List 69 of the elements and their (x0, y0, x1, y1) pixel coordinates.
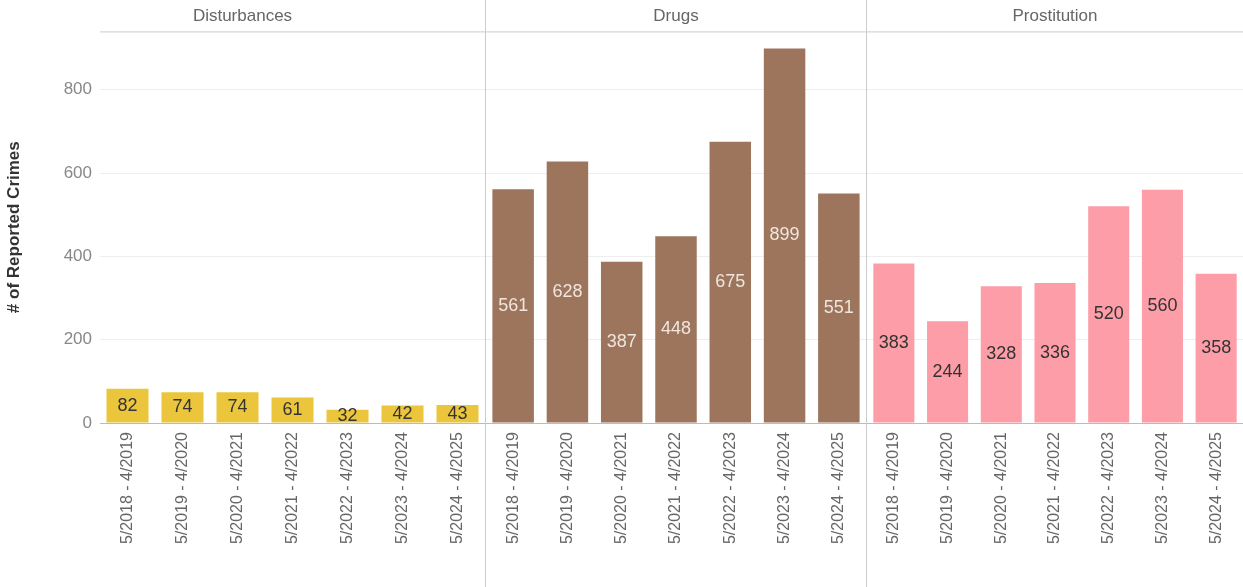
y-tick-label: 800 (63, 79, 92, 99)
bar (1141, 189, 1183, 423)
data-label: 899 (769, 224, 800, 245)
data-label: 74 (227, 396, 248, 417)
x-tick-label: 5/2020 - 4/2021 (227, 431, 245, 545)
bar (1088, 206, 1130, 423)
x-tick-label: 5/2018 - 4/2019 (884, 431, 902, 545)
y-tick-label: 400 (63, 246, 92, 266)
x-tick-label: 5/2018 - 4/2019 (503, 431, 521, 545)
data-label: 387 (606, 331, 637, 352)
bar (216, 392, 259, 423)
data-label: 244 (932, 360, 963, 381)
data-label: 358 (1201, 337, 1232, 358)
data-label: 32 (337, 405, 358, 426)
y-tick-label: 0 (82, 412, 92, 432)
bar (546, 161, 589, 423)
x-tick-label: 5/2023 - 4/2024 (392, 431, 410, 545)
x-tick-label: 5/2021 - 4/2022 (282, 431, 300, 545)
data-label: 43 (447, 402, 468, 423)
bar (271, 397, 314, 423)
bar (873, 263, 915, 423)
bar (1034, 283, 1076, 423)
bar (818, 193, 860, 423)
x-tick-label: 5/2024 - 4/2025 (1206, 431, 1224, 545)
chart-title: Prostitution (1012, 5, 1098, 25)
x-tick-label: 5/2019 - 4/2020 (937, 431, 955, 545)
data-label: 561 (498, 294, 529, 315)
y-tick-label: 600 (63, 162, 92, 182)
x-tick-label: 5/2022 - 4/2023 (720, 431, 738, 545)
x-tick-label: 5/2023 - 4/2024 (774, 431, 792, 545)
data-label: 628 (552, 280, 583, 301)
bar (980, 286, 1022, 423)
bar (600, 261, 643, 423)
x-tick-label: 5/2022 - 4/2023 (1099, 431, 1117, 545)
data-label: 551 (823, 296, 854, 317)
x-tick-label: 5/2019 - 4/2020 (557, 431, 575, 545)
bar (655, 236, 697, 423)
data-label: 448 (660, 318, 692, 339)
data-label: 42 (392, 402, 413, 423)
bar (106, 388, 149, 423)
bar (927, 321, 969, 423)
x-tick-label: 5/2024 - 4/2025 (447, 431, 465, 545)
bar (763, 48, 806, 423)
x-tick-label: 5/2021 - 4/2022 (1045, 431, 1063, 545)
bar (161, 392, 204, 423)
data-label: 520 (1093, 303, 1124, 324)
data-label: 383 (878, 331, 909, 352)
data-label: 74 (172, 396, 193, 417)
x-tick-label: 5/2020 - 4/2021 (991, 431, 1009, 545)
bar (492, 189, 534, 423)
data-label: 82 (117, 394, 138, 415)
x-tick-label: 5/2021 - 4/2022 (666, 431, 684, 545)
x-tick-label: 5/2019 - 4/2020 (172, 431, 190, 545)
data-label: 560 (1147, 295, 1178, 316)
chart-title: Disturbances (192, 5, 293, 25)
x-tick-label: 5/2018 - 4/2019 (117, 431, 135, 545)
x-tick-label: 5/2023 - 4/2024 (1152, 431, 1170, 545)
chart-title: Drugs (653, 5, 699, 25)
y-tick-label: 200 (63, 329, 92, 349)
bar (1195, 273, 1237, 423)
data-label: 675 (715, 271, 746, 292)
bar (709, 141, 752, 423)
data-label: 328 (986, 343, 1017, 364)
x-tick-label: 5/2022 - 4/2023 (337, 431, 355, 545)
data-label: 61 (282, 399, 303, 420)
data-label: 336 (1039, 341, 1071, 362)
x-tick-label: 5/2020 - 4/2021 (612, 431, 630, 545)
x-tick-label: 5/2024 - 4/2025 (829, 431, 847, 545)
y-axis-title: # of Reported Crimes (3, 141, 23, 314)
